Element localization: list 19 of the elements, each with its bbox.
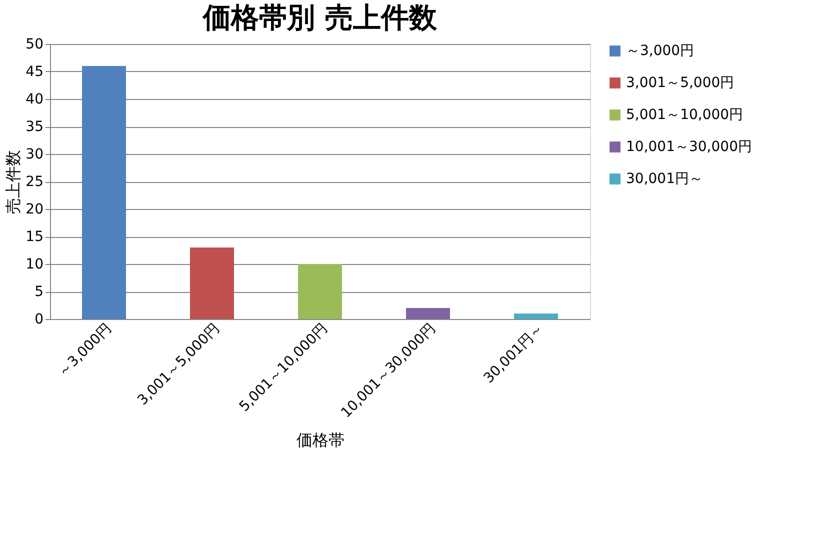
- y-tick-label: 5: [34, 284, 44, 300]
- y-tick-label: 10: [26, 256, 44, 272]
- y-tick-label: 20: [26, 202, 44, 218]
- y-tick-label: 0: [34, 312, 44, 328]
- legend-label: 3,001～5,000円: [626, 75, 734, 91]
- y-tick-label: 45: [26, 64, 44, 80]
- legend-label: 5,001～10,000円: [626, 107, 744, 123]
- x-axis-title: 価格帯: [296, 430, 344, 450]
- y-tick-label: 15: [26, 229, 44, 245]
- legend-label: ～3,000円: [626, 43, 694, 59]
- legend-label: 30,001円～: [626, 171, 703, 187]
- y-tick-label: 40: [26, 92, 44, 108]
- chart-title: 価格帯別 売上件数: [202, 1, 438, 34]
- y-tick-label: 35: [26, 119, 44, 135]
- y-axis-title: 売上件数: [4, 150, 23, 214]
- y-tick-label: 50: [26, 36, 44, 52]
- legend-label: 10,001～30,000円: [626, 139, 752, 155]
- y-tick-label: 30: [26, 146, 44, 162]
- y-tick-label: 25: [26, 174, 44, 190]
